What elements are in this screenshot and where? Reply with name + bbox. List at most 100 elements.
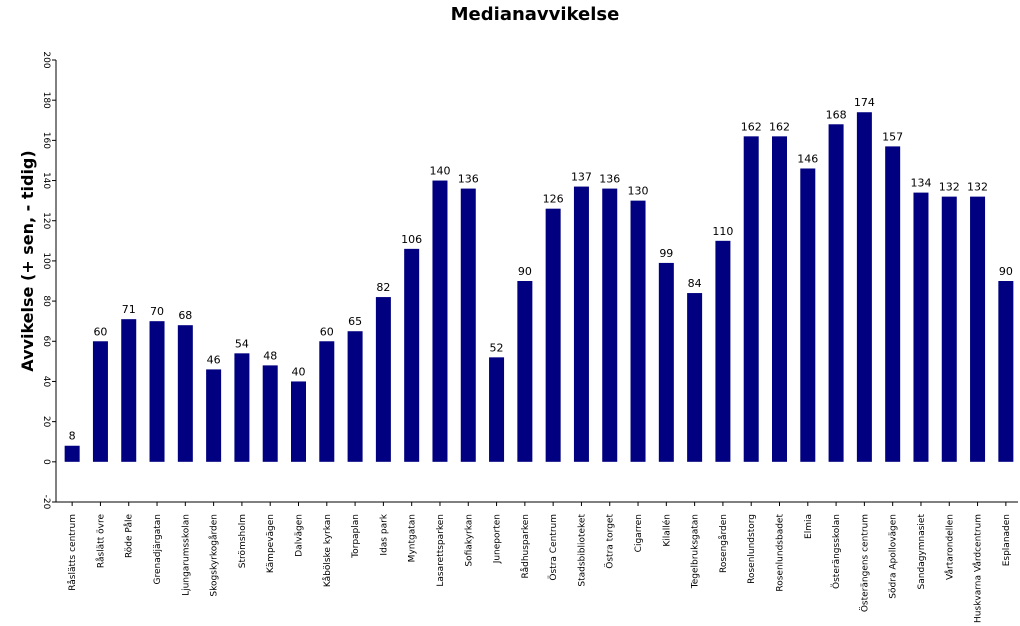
category-label: Torpaplan (351, 514, 361, 559)
bar (743, 136, 759, 462)
category-label: Tegelbruksgatan (691, 514, 701, 589)
data-label: 52 (490, 341, 504, 354)
category-label: Röde Påle (124, 514, 135, 559)
data-label: 46 (207, 353, 221, 366)
category-label: Österängsskolan (831, 514, 842, 589)
y-axis-label-group: Avvikelse (+ sen, - tidig) (18, 150, 37, 371)
category-label: Östra Centrum (548, 514, 559, 581)
y-tick-label: 80 (41, 295, 51, 307)
bar (517, 281, 533, 462)
bar (658, 262, 674, 462)
bar (460, 188, 476, 462)
data-label: 68 (178, 309, 192, 322)
data-label: 48 (263, 349, 277, 362)
bar (64, 445, 80, 462)
category-label: Rosenlundsbadet (776, 514, 786, 592)
data-label: 157 (882, 130, 903, 143)
category-label: Österängens centrum (859, 514, 870, 612)
data-label: 134 (910, 177, 931, 190)
data-label: 60 (320, 325, 334, 338)
bar (998, 281, 1014, 462)
bar (800, 168, 816, 462)
data-label: 174 (854, 96, 875, 109)
category-label: Dalvägen (295, 514, 305, 557)
category-label: Östra torget (605, 514, 616, 569)
bar (375, 297, 391, 462)
bar (234, 353, 250, 462)
category-label: Kilallén (661, 514, 672, 547)
data-label: 54 (235, 337, 249, 350)
y-tick-label: 200 (41, 51, 51, 68)
category-label: Idas park (379, 513, 389, 555)
data-label: 8 (69, 430, 76, 443)
bar (262, 365, 278, 462)
data-labels: 8 60 71 70 68 46 54 48 40 60 65 82 106 140 136 52 90 126 1… (69, 96, 1013, 443)
bar (687, 293, 703, 462)
bar (177, 325, 193, 462)
category-label: Rådhusparken (520, 514, 531, 578)
y-tick-label: 60 (41, 336, 51, 348)
y-tick-label: 120 (41, 212, 51, 229)
bar (715, 240, 731, 462)
y-tick-label: 20 (41, 416, 51, 428)
bar (319, 341, 335, 462)
axes: -20 0 20 40 60 80 100 120 140 160 180 200 (41, 51, 1018, 510)
category-label: Rosenlundstorg (747, 514, 757, 584)
data-label: 90 (999, 265, 1013, 278)
bar (602, 188, 618, 462)
category-label: Kåbölske kyrkan (322, 514, 333, 587)
bar (630, 200, 646, 462)
bar (347, 331, 363, 462)
category-label: Stadsbiblioteket (577, 514, 587, 587)
bar (573, 186, 589, 462)
category-labels: Råslätts centrum Råslätt övre Röde Påle Gre… (67, 502, 1012, 623)
bar (885, 146, 901, 462)
data-label: 126 (543, 193, 564, 206)
data-label: 99 (659, 247, 673, 260)
category-label: Råslätts centrum (67, 514, 78, 591)
bar (489, 357, 505, 462)
data-label: 110 (712, 225, 733, 238)
category-label: Södra Apollovägen (889, 514, 899, 599)
data-label: 146 (797, 152, 818, 165)
data-label: 136 (458, 173, 479, 186)
data-label: 90 (518, 265, 532, 278)
data-label: 162 (741, 120, 762, 133)
bar (432, 180, 448, 462)
category-label: Råslätt övre (95, 514, 106, 569)
data-label: 140 (429, 165, 450, 178)
data-label: 84 (688, 277, 702, 290)
category-label: Esplanaden (1002, 514, 1012, 566)
data-label: 132 (967, 181, 988, 194)
data-label: 60 (93, 325, 107, 338)
data-label: 168 (826, 108, 847, 121)
data-label: 70 (150, 305, 164, 318)
bar (291, 381, 306, 462)
category-label: Myntgatan (408, 514, 418, 562)
bar (828, 124, 844, 462)
y-tick-label: 140 (41, 172, 51, 189)
category-label: Cigarren (634, 514, 644, 552)
data-label: 132 (939, 181, 960, 194)
category-label: Strömsholm (238, 514, 248, 568)
category-label: Kämpevägen (266, 514, 276, 573)
category-label: Sofiakyrkan (464, 514, 474, 567)
y-tick-label: 100 (41, 252, 51, 269)
data-label: 137 (571, 171, 592, 184)
data-label: 40 (292, 365, 306, 378)
category-label: Lasarettsparken (436, 514, 446, 587)
bar (545, 208, 561, 462)
category-label: Vårtarondellen (944, 514, 955, 580)
data-label: 130 (628, 185, 649, 198)
category-label: Ljungarumsskolan (181, 514, 191, 596)
y-tick-label: 40 (41, 376, 51, 388)
bar (206, 369, 222, 462)
y-tick-label: 180 (41, 92, 51, 109)
bar (92, 341, 108, 462)
chart-title: Medianavvikelse (450, 4, 620, 25)
category-label: Skogskyrkogården (209, 514, 220, 597)
bar (856, 112, 872, 462)
category-label: Juneporten (493, 514, 503, 564)
category-label: Grenadjärgatan (153, 514, 163, 584)
